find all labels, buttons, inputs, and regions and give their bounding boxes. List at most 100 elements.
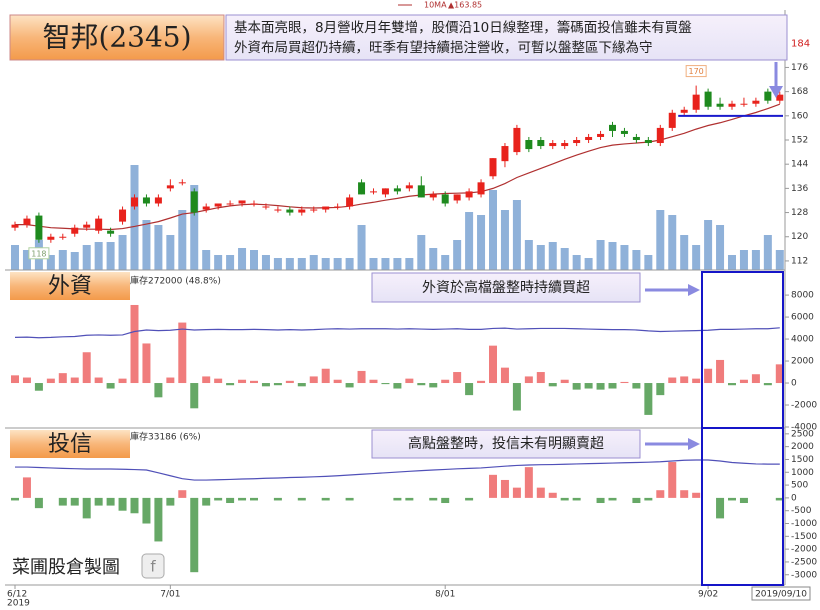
candle-body [59, 236, 67, 238]
net-buy-bar [22, 477, 31, 498]
net-buy-bar [250, 497, 258, 501]
volume-bar [226, 255, 235, 270]
net-buy-bar [441, 497, 450, 504]
candle-body [166, 185, 174, 189]
candle-body [704, 91, 712, 107]
volume-bar [465, 212, 474, 270]
candle-body [609, 124, 616, 131]
candle-body [178, 182, 186, 184]
net-buy-bar [680, 376, 689, 384]
net-buy-bar [321, 368, 330, 384]
volume-bar [261, 255, 270, 270]
candle-body [381, 188, 389, 195]
candle-body [393, 188, 401, 192]
net-buy-bar [536, 372, 545, 384]
candle-body [322, 206, 330, 210]
net-buy-bar [381, 383, 390, 385]
net-buy-bar [632, 497, 641, 504]
net-buy-bar [739, 497, 748, 504]
holding-label: 庫存272000 (48.8%) [130, 275, 221, 287]
volume-bar [739, 250, 748, 270]
net-buy-bar [261, 383, 270, 387]
candle-body [764, 91, 772, 101]
y-tick-label: 152 [791, 136, 808, 146]
title-box [9, 14, 225, 61]
net-buy-bar [297, 497, 306, 501]
candle-body [740, 103, 748, 105]
net-buy-bar [548, 492, 557, 498]
volume-bar [238, 248, 247, 270]
y-tick-label: 2000 [791, 442, 814, 452]
net-buy-bar [429, 497, 438, 501]
y-tick-label: 1000 [791, 468, 814, 478]
reference-price: 184 [791, 38, 810, 49]
volume-bar [489, 190, 497, 270]
net-buy-bar [728, 497, 736, 501]
volume-bar [297, 258, 306, 270]
candle-body [465, 191, 473, 198]
candle-body [154, 197, 162, 204]
candle-body [776, 94, 784, 101]
holding-label: 庫存33186 (6%) [130, 431, 201, 443]
net-buy-bar [584, 383, 593, 389]
title: 智邦(2345) [42, 21, 191, 54]
year-label: 2019 [7, 599, 30, 609]
icon [141, 553, 165, 579]
net-buy-bar [668, 377, 677, 384]
net-buy-bar [321, 497, 330, 501]
net-buy-bar [273, 383, 282, 386]
net-buy-bar [238, 379, 247, 384]
y-tick-label: 2000 [791, 357, 814, 367]
candle-body [35, 215, 43, 240]
panel-label: 投信 [48, 432, 92, 457]
net-buy-bar [489, 345, 497, 384]
net-buy-bar [548, 383, 557, 387]
candle-body [668, 112, 676, 128]
net-buy-bar [333, 379, 342, 384]
volume-bar [596, 240, 605, 270]
volume-bar [704, 220, 713, 270]
callout-box [371, 429, 641, 459]
volume-bar [285, 258, 294, 270]
net-buy-bar [214, 497, 223, 501]
net-buy-bar [118, 378, 127, 384]
net-buy-bar [46, 378, 55, 384]
date-box [751, 586, 811, 601]
low-label: 118 [31, 249, 46, 258]
volume-bar [405, 258, 414, 270]
net-buy-bar [309, 376, 318, 384]
candle-body [597, 133, 605, 137]
candle-body [644, 140, 652, 144]
plot-layer: 112 120 128 136 144 152 160 168 176 184 170 118 10MA… [7, 1, 817, 600]
candle-body [23, 218, 31, 225]
net-buy-bar [632, 383, 641, 389]
net-buy-bar [596, 497, 605, 504]
y-tick-label: -1000 [791, 519, 817, 529]
net-buy-bar [70, 497, 79, 506]
net-buy-bar [214, 378, 223, 384]
x-tick-label: 9/02 [698, 590, 718, 600]
x-tick-label: 6/12 [7, 590, 27, 600]
net-buy-bar [226, 383, 235, 386]
net-buy-bar [393, 497, 402, 501]
candle-body [286, 209, 294, 213]
candle-body [11, 224, 19, 228]
net-buy-bar [405, 378, 414, 384]
net-buy-bar [130, 497, 139, 514]
candle-body [680, 109, 688, 113]
volume-bar [584, 258, 593, 270]
candle-body [573, 140, 581, 144]
low-label-box [28, 247, 50, 260]
candle-body [620, 130, 628, 134]
net-buy-bar [512, 487, 521, 498]
x-tick-label: 8/01 [435, 590, 455, 600]
x-tick-label: 7/01 [160, 590, 180, 600]
arrow-head [769, 86, 783, 98]
volume-bar [82, 245, 91, 270]
panel-label: 外資 [48, 274, 92, 299]
candle-body [525, 140, 533, 150]
net-buy-bar [106, 497, 115, 506]
net-buy-bar [668, 462, 677, 498]
candle-body [370, 191, 377, 193]
volume-bar [154, 225, 163, 270]
